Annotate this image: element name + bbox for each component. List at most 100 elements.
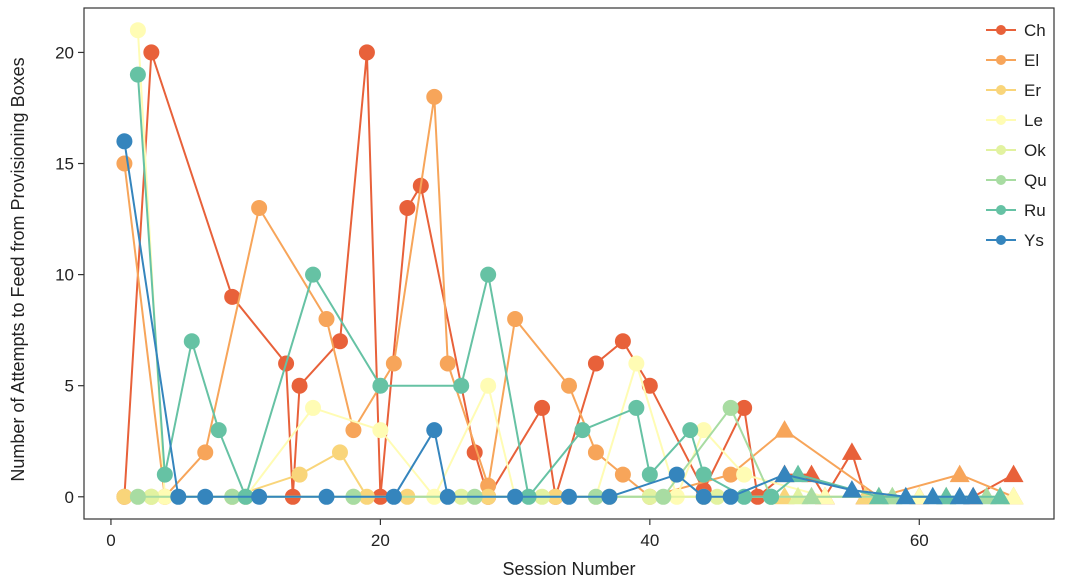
data-point [814,486,835,505]
legend-swatch-marker [996,145,1006,155]
legend-swatch-marker [996,85,1006,95]
legend-swatch-marker [996,175,1006,185]
data-point [655,488,672,505]
legend-item-ch: Ch [986,21,1046,40]
legend-item-el: El [986,51,1039,70]
data-point [614,333,631,350]
data-point [318,488,335,505]
legend-item-ru: Ru [986,201,1046,220]
data-point [695,422,712,439]
x-tick-label: 20 [371,531,390,550]
x-tick-label: 40 [640,531,659,550]
legend-item-ok: Ok [986,141,1046,160]
data-point [507,488,524,505]
data-point [774,420,795,438]
plot-frame [83,7,1055,520]
data-point [736,399,753,416]
series-line [136,74,1001,498]
data-point [641,466,658,483]
legend-label: Ok [1024,141,1046,160]
series-ch [116,44,1024,505]
data-point [601,488,618,505]
data-point [453,377,470,394]
data-point [722,399,739,416]
legend: Ch El Er Le Ok Qu Ru Ys [986,21,1047,250]
data-point [641,377,658,394]
legend-item-ys: Ys [986,231,1044,250]
data-point [426,422,443,439]
data-point [305,399,322,416]
legend-label: Qu [1024,171,1047,190]
y-tick-label: 15 [55,155,74,174]
data-point [763,488,780,505]
data-point [695,488,712,505]
data-point [949,464,970,483]
data-point [156,466,173,483]
data-point [736,466,753,483]
axes-layer: 0 20 40 60 0 5 10 15 20 [55,7,1055,550]
y-axis-title: Number of Attempts to Feed from Provisio… [8,57,28,481]
data-point [129,66,146,83]
data-point [561,488,577,505]
data-point [318,311,335,328]
data-point [385,355,402,372]
data-point [628,399,645,416]
data-point [628,355,645,372]
data-point [116,488,133,505]
x-tick-label: 60 [910,531,929,550]
data-point [251,199,268,216]
legend-label: Ch [1024,21,1046,40]
data-point [143,44,160,61]
y-tick-label: 5 [65,377,74,396]
x-axis-title: Session Number [502,559,635,579]
data-point [614,466,631,483]
data-point [722,488,739,505]
data-point [439,488,456,505]
data-point [788,464,809,483]
data-point [561,377,577,394]
data-point [129,22,146,39]
legend-label: Le [1024,111,1043,130]
data-point [668,466,685,483]
data-point [841,480,862,498]
data-point [507,311,524,328]
series-layer [116,22,1024,505]
data-point [949,486,970,505]
series-line [123,141,974,498]
data-point [682,422,699,439]
data-point [291,466,308,483]
data-point [587,444,604,461]
data-point [722,466,739,483]
series-ys [116,133,984,505]
data-point [534,399,551,416]
series-line [123,51,1015,498]
data-point [1003,464,1024,483]
y-tick-label: 20 [55,43,74,62]
data-point [922,486,943,505]
data-point [305,266,322,283]
data-point [358,44,375,61]
legend-label: El [1024,51,1039,70]
data-point [331,444,348,461]
data-point [197,444,214,461]
data-point [224,288,241,305]
data-point [963,486,984,505]
data-point [197,488,214,505]
series-line [123,95,1014,498]
series-ru [129,66,1011,505]
legend-swatch-marker [996,205,1006,215]
legend-label: Er [1024,81,1041,100]
data-point [331,333,348,350]
legend-swatch-marker [996,55,1006,65]
data-point [210,422,227,439]
data-point [936,486,957,505]
legend-swatch-marker [996,235,1006,245]
x-tick-label: 0 [106,531,115,550]
series-el [116,88,1024,505]
data-point [480,477,497,494]
legend-item-er: Er [986,81,1041,100]
data-point [372,422,389,439]
data-point [439,355,456,372]
data-point [774,486,795,505]
